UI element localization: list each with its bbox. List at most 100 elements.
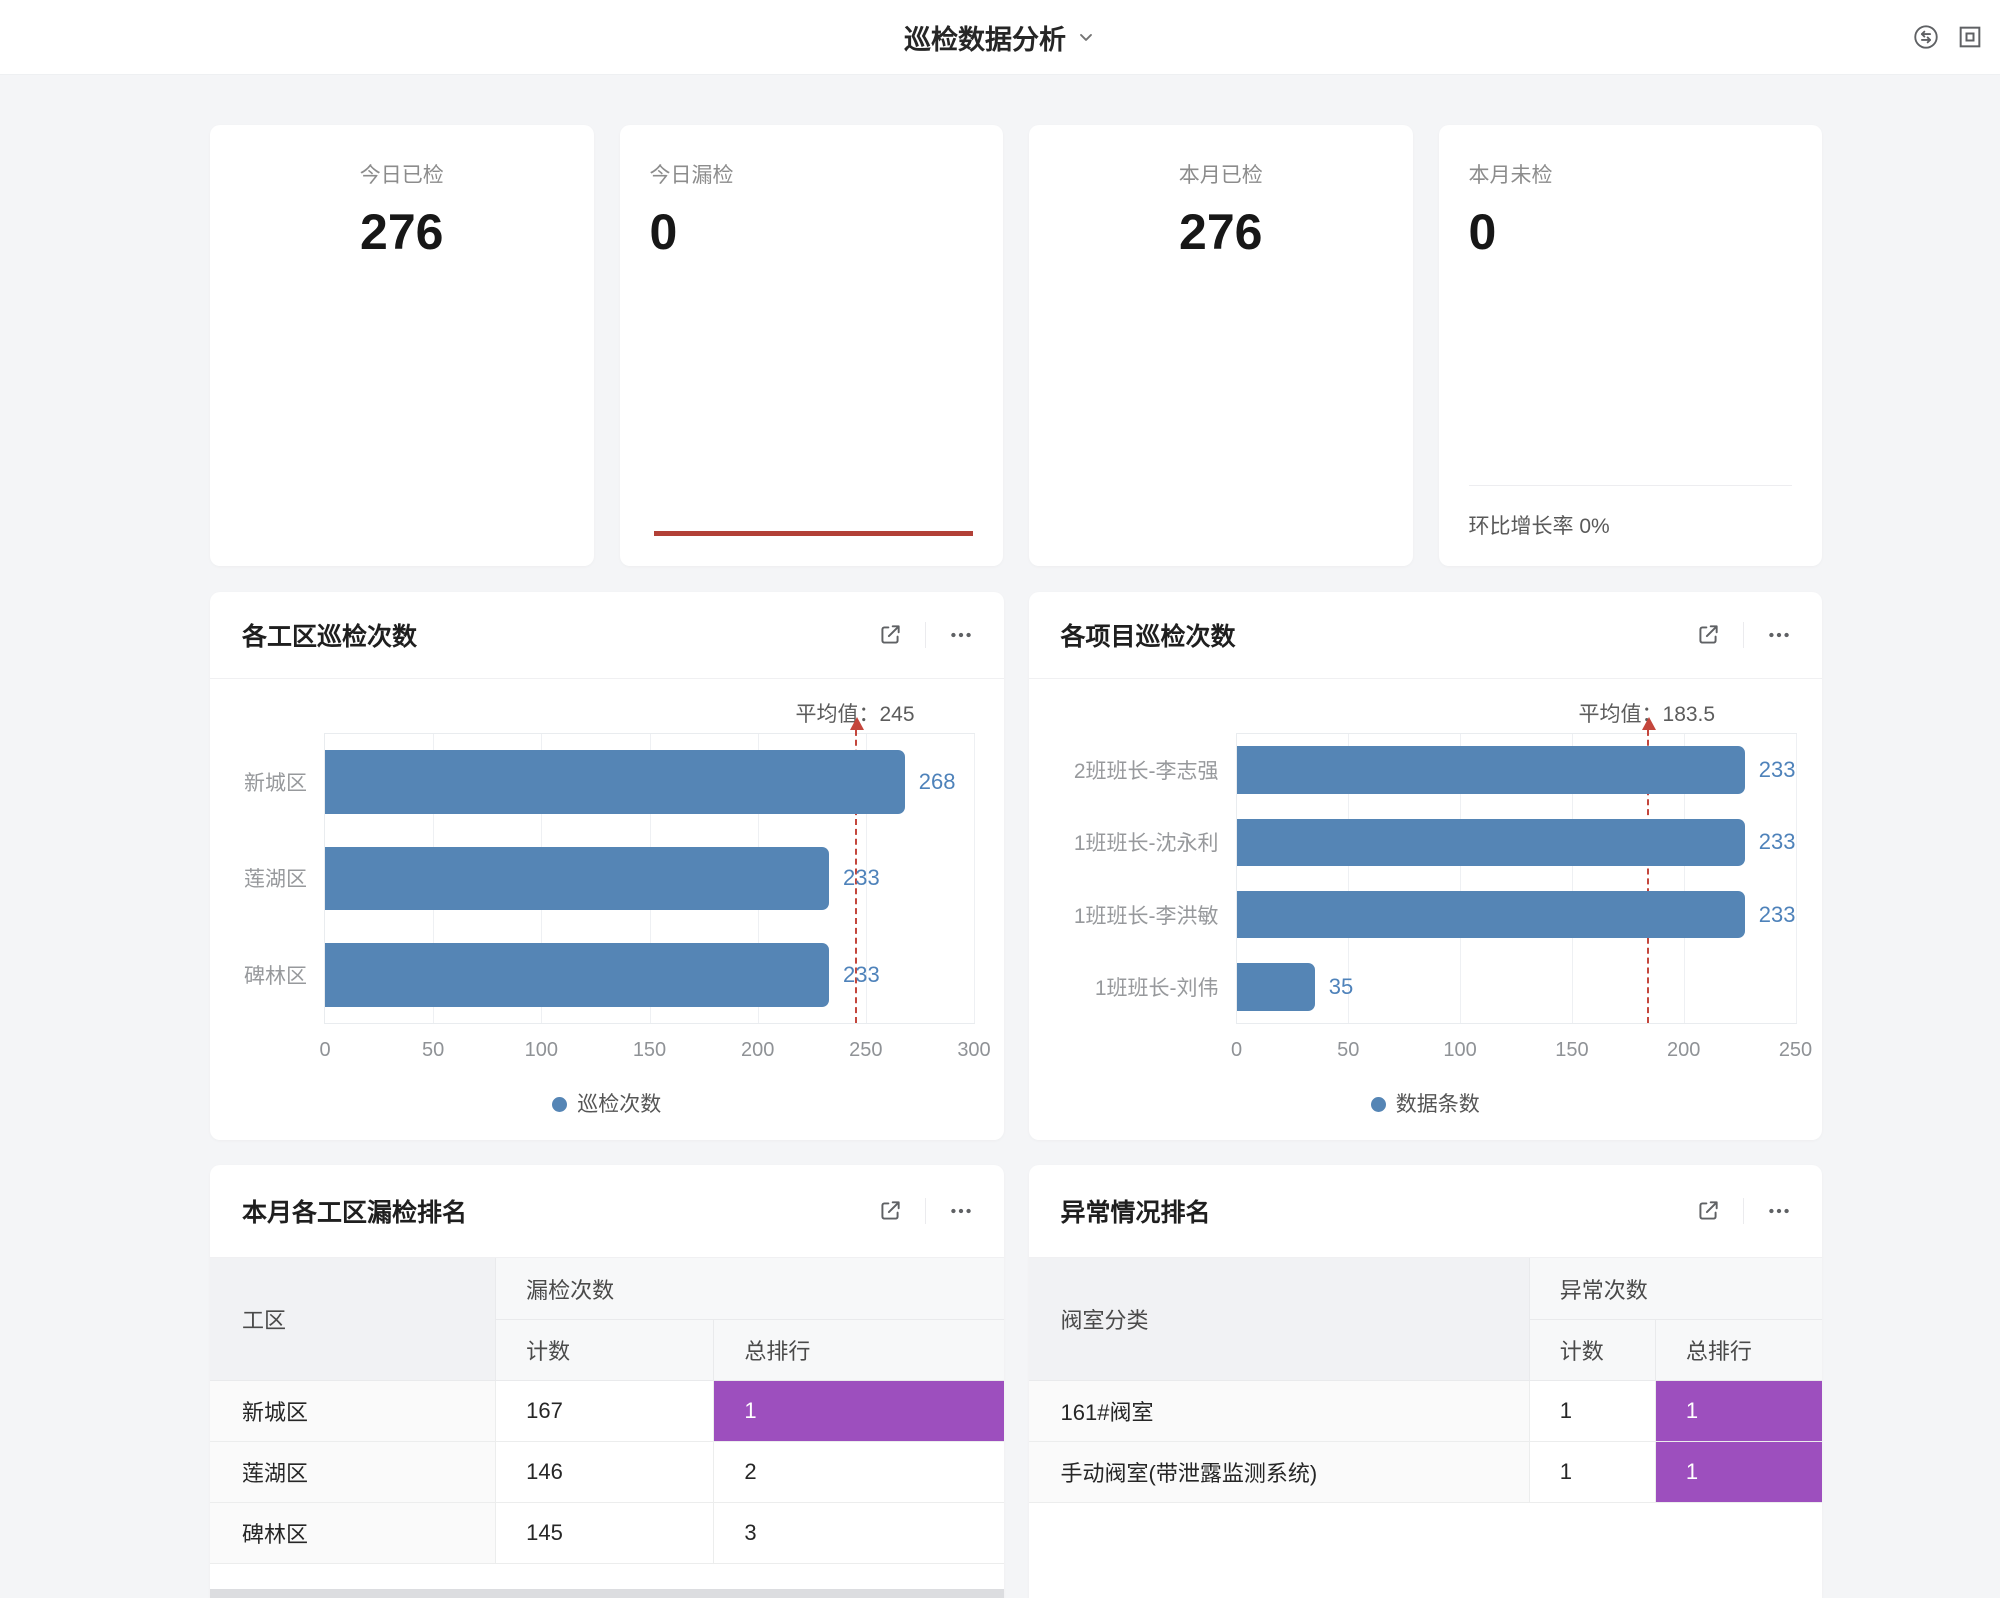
panel-actions [877,622,974,648]
table-card-missed-ranking: 本月各工区漏检排名 [210,1165,1004,1598]
panel-header: 异常情况排名 [1028,1165,1822,1258]
average-line [1641,717,1656,1023]
column-header-count: 计数 [495,1319,714,1381]
pivot-table: 工区 漏检次数 计数 总排行 新城区 167 1 莲湖区 146 2 碑林区 145 3 [210,1258,1004,1564]
chart-rows: 2班班长-李志强 233 1班班长-沈永利 233 1班班长-李洪敏 233 1班班长-刘伟… [1074,734,1796,1023]
rank-cell: 1 [1655,1441,1822,1503]
legend[interactable]: 数据条数 [1029,1088,1823,1118]
gridline [974,734,975,1023]
export-icon[interactable] [877,622,903,648]
column-header-rank: 总排行 [713,1319,1004,1381]
x-axis-tick: 150 [1555,1039,1589,1061]
table-body: 161#阀室 1 1 手动阀室(带泄露监测系统) 1 1 [1028,1380,1822,1503]
x-axis-tick: 0 [1230,1039,1243,1061]
table-title: 本月各工区漏检排名 [242,1199,468,1227]
growth-rate-text: 环比增长率 0% [1468,485,1792,540]
refresh-swap-icon[interactable] [1912,23,1940,51]
horizontal-scrollbar[interactable] [210,1589,1004,1598]
bar[interactable] [1236,818,1745,867]
count-cell: 145 [495,1502,715,1564]
category-label: 1班班长-刘伟 [1094,976,1219,1000]
actions-divider [924,622,926,648]
average-label: 平均值：245 [795,703,915,726]
bar-value-label: 233 [843,961,880,987]
column-header-measure-group: 异常次数 [1529,1258,1822,1320]
plot-area: 平均值：245 0 50 100 150 200 250 300 新城区 268 莲湖区 233 碑林… [244,703,991,1061]
legend-label: 数据条数 [1395,1093,1480,1116]
bar[interactable] [325,943,830,1007]
bar[interactable] [1236,890,1745,939]
chart-title: 各项目巡检次数 [1060,623,1236,651]
legend-dot-icon [1370,1097,1386,1112]
bar[interactable] [1236,963,1315,1011]
panel-header: 各工区巡检次数 [210,592,1004,679]
chart-row: 1班班长-李洪敏 233 [1074,879,1796,951]
bar-value-label: 268 [918,769,956,795]
legend-label: 巡检次数 [577,1093,662,1116]
x-axis-tick: 250 [1778,1039,1813,1061]
x-axis-tick: 0 [319,1039,331,1061]
panel-actions [877,1198,974,1224]
panel-header: 本月各工区漏检排名 [210,1165,1004,1258]
more-options-icon[interactable] [948,622,974,648]
export-icon[interactable] [1695,622,1721,648]
table-body: 新城区 167 1 莲湖区 146 2 碑林区 145 3 [210,1380,1004,1564]
category-label: 莲湖区 [244,868,307,892]
chart-row: 2班班长-李志强 233 [1074,734,1796,806]
trend-line [653,531,973,536]
stat-label: 今日漏检 [649,164,734,187]
fullscreen-square-icon[interactable] [1956,23,1984,51]
row-name-cell: 新城区 [210,1380,497,1442]
panel-actions [1695,1198,1792,1224]
category-label: 新城区 [244,772,307,796]
more-options-icon[interactable] [1766,1198,1792,1224]
plot-area: 平均值：183.5 0 50 100 150 200 250 2班班长-李志强 233 1班班长… [1074,703,1812,1061]
more-options-icon[interactable] [948,1198,974,1224]
chevron-down-icon [1076,27,1096,47]
more-options-icon[interactable] [1766,622,1792,648]
bar[interactable] [1236,746,1745,794]
chart-row: 1班班长-沈永利 233 [1074,806,1796,878]
chart-row: 莲湖区 233 [244,830,974,926]
export-icon[interactable] [1695,1198,1721,1224]
stat-card-month-inspected: 本月已检 276 [1029,125,1413,566]
x-axis-tick: 250 [849,1039,883,1061]
average-line [850,717,865,1023]
row-name-cell: 碑林区 [210,1502,497,1564]
column-header-count: 计数 [1529,1319,1656,1381]
gridline [1683,734,1685,1023]
export-icon[interactable] [877,1198,903,1224]
stat-value: 276 [1179,204,1263,260]
charts-row: 各工区巡检次数 [210,592,1822,1140]
category-label: 碑林区 [244,964,307,988]
x-axis-tick: 50 [422,1039,445,1061]
legend[interactable]: 巡检次数 [210,1088,1004,1118]
dashboard-title-dropdown[interactable]: 巡检数据分析 [904,18,1096,57]
table-row: 手动阀室(带泄露监测系统) 1 1 [1028,1441,1822,1503]
count-cell: 146 [495,1441,715,1503]
rank-cell: 2 [713,1441,1004,1503]
x-axis-tick: 50 [1337,1039,1360,1061]
panel-actions [1695,622,1792,648]
count-cell: 167 [495,1380,715,1442]
chart-rows: 新城区 268 莲湖区 233 碑林区 233 [244,734,974,1023]
category-label: 1班班长-李洪敏 [1073,904,1219,928]
stat-cards-row: 今日已检 276 今日漏检 0 本月已检 276 本月未检 0 环比增长率 0% [210,125,1822,566]
gridline [1348,734,1350,1023]
chart-card-project-inspections: 各项目巡检次数 [1028,592,1823,1140]
actions-divider [924,1198,926,1224]
table-card-anomaly-ranking: 异常情况排名 [1028,1165,1822,1598]
rank-cell: 1 [1655,1380,1822,1442]
row-name-cell: 161#阀室 [1028,1380,1530,1442]
chart-card-workzone-inspections: 各工区巡检次数 [210,592,1004,1140]
bar[interactable] [325,846,830,911]
bar-value-label: 233 [1758,757,1796,783]
count-cell: 1 [1529,1380,1656,1442]
bar[interactable] [325,750,905,814]
actions-divider [1743,1198,1744,1224]
table-row: 161#阀室 1 1 [1028,1380,1822,1442]
stat-value: 0 [1468,204,1497,260]
chart-row: 新城区 268 [244,734,974,830]
chart-body: 平均值：183.5 0 50 100 150 200 250 2班班长-李志强 233 1班班长… [1029,679,1823,1140]
pivot-table: 阀室分类 异常次数 计数 总排行 161#阀室 1 1 手动阀室(带泄露监测系统) 1 1 [1028,1258,1822,1503]
